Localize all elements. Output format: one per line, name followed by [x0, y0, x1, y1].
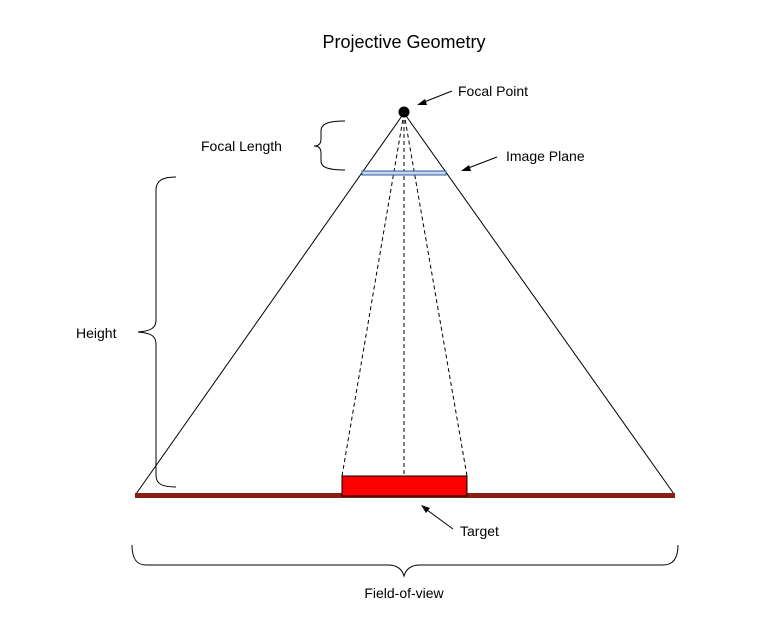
- height-brace: [137, 176, 177, 488]
- target-right-ray: [403, 112, 468, 477]
- target-left-ray: [341, 112, 405, 477]
- image-plane: [361, 170, 447, 176]
- fov-right-ray: [403, 112, 675, 495]
- height-label: Height: [76, 325, 117, 341]
- target-label: Target: [460, 523, 499, 539]
- focal-point-label: Focal Point: [458, 83, 528, 99]
- diagram-title: Projective Geometry: [322, 32, 485, 52]
- field-of-view-label: Field-of-view: [364, 585, 444, 601]
- focal-length-label: Focal Length: [201, 138, 282, 154]
- target-block: [341, 475, 468, 497]
- field-of-view-brace: [131, 544, 679, 578]
- focal-length-brace: [313, 120, 346, 171]
- fov-left-ray: [135, 112, 405, 495]
- image-plane-arrowhead: [461, 165, 471, 171]
- focal-point-arrowhead: [417, 99, 427, 105]
- target-arrow: [422, 506, 454, 530]
- focal-point-dot: [398, 106, 410, 118]
- image-plane-label: Image Plane: [506, 148, 585, 164]
- target-arrowhead: [421, 505, 430, 513]
